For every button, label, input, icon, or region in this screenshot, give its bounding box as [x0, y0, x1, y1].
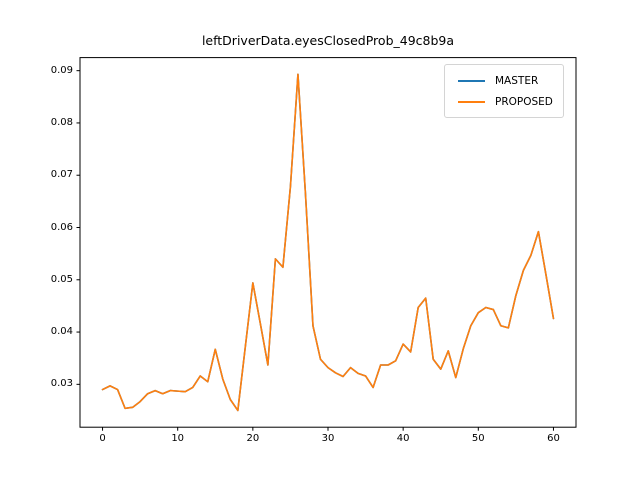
- x-tick-label: 20: [246, 433, 260, 445]
- x-tick-label: 40: [396, 433, 410, 445]
- y-tick-label: 0.08: [50, 116, 73, 128]
- data-line-proposed: [101, 73, 555, 412]
- y-tick-label: 0.06: [50, 221, 73, 233]
- y-tick-label: 0.03: [50, 378, 73, 390]
- chart-title: leftDriverData.eyesClosedProb_49c8b9a: [201, 33, 455, 48]
- x-tick-label: 30: [321, 433, 335, 445]
- y-tick-label: 0.09: [50, 64, 73, 76]
- x-tick-label: 60: [547, 433, 560, 445]
- legend-item-master: MASTER: [453, 70, 553, 91]
- master-line-swatch: [458, 79, 485, 82]
- proposed-line-swatch: [458, 100, 485, 103]
- legend: MASTER PROPOSED: [444, 64, 564, 118]
- x-tick-label: 50: [471, 433, 485, 445]
- x-tick-label: 10: [171, 433, 185, 445]
- data-line-master: [101, 73, 555, 412]
- y-tick-label: 0.05: [50, 273, 73, 285]
- y-tick-label: 0.04: [50, 326, 73, 338]
- legend-item-proposed: PROPOSED: [453, 91, 553, 112]
- legend-label-proposed: PROPOSED: [495, 95, 553, 108]
- x-tick-label: 0: [99, 433, 106, 445]
- y-tick-label: 0.07: [50, 169, 73, 181]
- legend-label-master: MASTER: [495, 74, 539, 87]
